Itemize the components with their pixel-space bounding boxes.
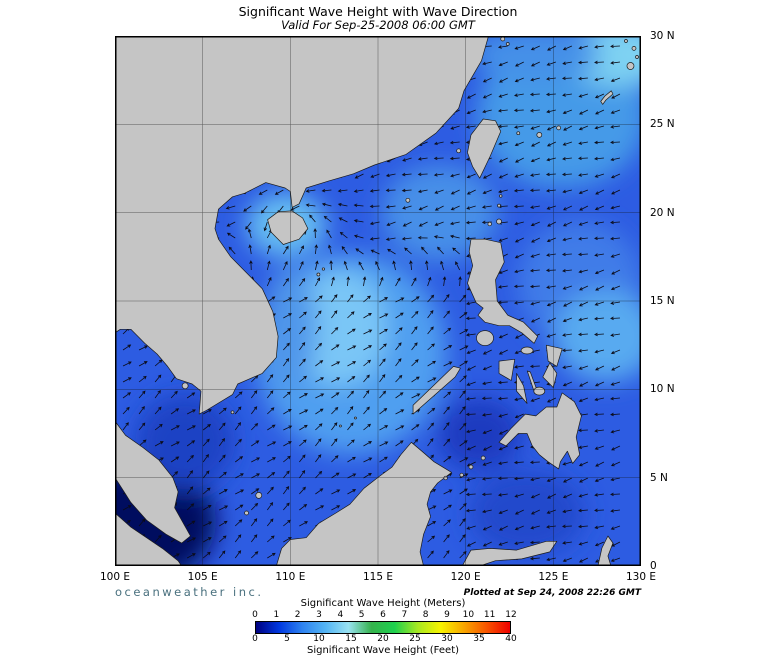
y-axis: 30 N 25 N 20 N 15 N 10 N 5 N 0 [650, 30, 695, 572]
meters-tick: 9 [444, 610, 450, 620]
map-svg [115, 36, 641, 566]
chart-subtitle: Valid For Sep-25-2008 06:00 GMT [281, 18, 475, 33]
landmasses [115, 36, 639, 566]
x-tick-label: 120 E [450, 571, 481, 583]
colorbar-meters-title: Significant Wave Height (Meters) [300, 598, 466, 609]
title-block: Significant Wave Height with Wave Direct… [115, 4, 641, 33]
small-islands [181, 36, 639, 516]
map-plot [115, 36, 641, 566]
x-tick-label: 125 E [538, 571, 569, 583]
landmass-sumatra [115, 512, 182, 566]
feet-tick: 35 [473, 634, 485, 644]
feet-tick: 5 [284, 634, 290, 644]
landmass-panay [498, 358, 516, 381]
x-tick-label: 115 E [362, 571, 394, 583]
meters-tick: 0 [252, 610, 258, 620]
landmass-luzon [467, 238, 538, 344]
landmass-negros [516, 373, 528, 404]
colorbar-feet-ticks: 0 5 10 15 20 25 30 35 40 [252, 634, 517, 645]
wave-height-shading [115, 36, 641, 566]
colorbar-meters-ticks: 0 1 2 3 4 5 6 7 8 9 10 11 12 [252, 610, 517, 621]
colorbar-feet-title: Significant Wave Height (Feet) [306, 645, 460, 656]
feet-tick: 20 [377, 634, 389, 644]
y-tick-label: 20 N [650, 206, 675, 219]
landmass-mindanao [498, 392, 582, 470]
landmass-mindoro [476, 330, 494, 346]
meters-tick: 6 [380, 610, 386, 620]
oceanweather-credit: oceanweather inc. [115, 585, 264, 599]
meters-tick: 8 [422, 610, 429, 620]
meters-tick: 3 [316, 610, 322, 620]
x-tick-label: 100 E [99, 571, 131, 583]
meters-tick: 12 [505, 610, 517, 620]
landmass-masbate [520, 346, 534, 355]
landmass-borneo [275, 441, 452, 566]
y-tick-label: 30 N [650, 30, 675, 42]
y-tick-label: 0 [650, 560, 657, 572]
y-tick-label: 25 N [650, 118, 675, 131]
colorbar-gradient [255, 621, 511, 634]
meters-tick: 2 [294, 610, 301, 620]
y-tick-label: 10 N [650, 383, 675, 396]
colorbar-legend: Significant Wave Height (Meters) 0 1 2 3… [252, 598, 517, 657]
feet-tick: 30 [441, 634, 453, 644]
plot-timestamp: Plotted at Sep 24, 2008 22:26 GMT [463, 588, 641, 598]
map-border [115, 36, 641, 566]
landmass-bohol [533, 386, 546, 396]
y-tick-label: 15 N [650, 295, 675, 307]
landmass-palawan [412, 366, 461, 415]
x-axis: 100 E 105 E 110 E 115 E 120 E 125 E 130 … [100, 571, 656, 585]
meters-tick: 1 [273, 610, 280, 620]
feet-tick: 10 [313, 634, 325, 644]
x-tick-label: 130 E [625, 571, 657, 583]
landmass-samar [545, 344, 563, 367]
landmass-halmahera [597, 535, 614, 566]
landmass-malay-peninsula [115, 420, 191, 544]
chart-title: Significant Wave Height with Wave Direct… [238, 4, 518, 19]
landmass-hainan [267, 210, 309, 245]
grid-lines [115, 36, 641, 566]
x-tick-label: 105 E [187, 571, 218, 583]
meters-tick: 11 [483, 610, 496, 620]
landmass-sulawesi [461, 540, 558, 566]
feet-tick: 0 [252, 634, 258, 644]
meters-tick: 7 [401, 610, 408, 620]
meters-tick: 10 [462, 610, 475, 620]
y-tick-label: 5 N [650, 471, 668, 484]
meters-tick: 5 [358, 610, 365, 620]
meters-tick: 4 [337, 610, 344, 620]
landmass-china-indochina [115, 36, 489, 415]
x-tick-label: 110 E [275, 571, 306, 583]
feet-tick: 15 [345, 634, 357, 644]
feet-tick: 25 [409, 634, 421, 644]
landmass-okinawa [600, 90, 614, 105]
feet-tick: 40 [505, 634, 517, 644]
